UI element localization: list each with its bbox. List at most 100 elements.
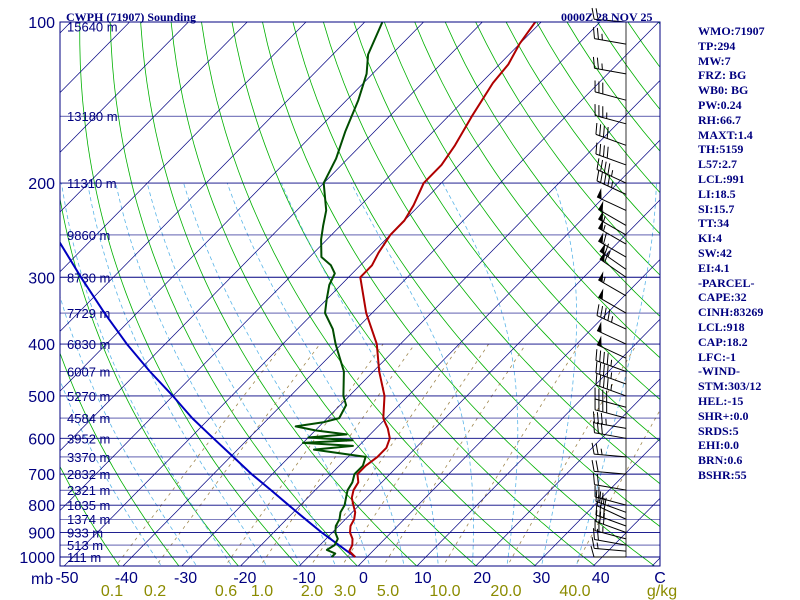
index-item: FRZ: BG [698,68,747,83]
mixing-ratio-tick-label: 0.1 [101,583,123,600]
moist-adiabat [350,182,474,566]
index-item: CINH:83269 [698,305,764,320]
mixing-ratio-tick-label: 1.0 [251,583,273,600]
height-label: 11310 m [67,176,117,191]
isotherm [60,22,542,512]
wind-barb [599,242,627,270]
isotherm [240,139,660,566]
moist-adiabat [60,379,162,566]
height-label: 513 m [67,538,103,553]
height-label: 111 m [67,550,101,565]
index-item: SRDS:5 [698,423,739,438]
pressure-tick-label: 200 [28,176,55,193]
mixing-ratio-line [442,343,580,566]
index-item: BRN:0.6 [698,453,743,468]
temperature-tick-label: -30 [174,570,197,587]
wind-barb [594,485,627,506]
wind-barb [596,304,627,330]
height-label: 2321 m [67,483,110,498]
index-item: CAPE:32 [698,290,747,305]
index-item: LFC:-1 [698,349,736,364]
wind-barb [598,232,627,258]
index-item: KI:4 [698,231,722,246]
moist-adiabat [60,295,198,566]
index-item: WMO:71907 [698,24,765,38]
index-item: RH:66.7 [698,112,741,127]
mixing-ratio-tick-label: 20.0 [490,583,521,600]
station-title: CWPH (71907) Sounding [66,10,196,24]
isotherm [60,22,189,153]
temperature-unit-label: C [654,570,666,587]
wind-barb [592,27,627,45]
wind-barb [591,442,627,458]
height-label: 6007 m [67,364,110,379]
index-item: WB0: BG [698,83,749,98]
height-label: 5270 m [67,389,110,404]
mixing-ratio-tick-label: 0.2 [144,583,166,600]
pressure-tick-label: 700 [28,467,55,484]
index-item: STM:303/12 [698,379,762,394]
height-label: 2832 m [67,467,110,482]
temperature-tick-label: -10 [293,570,316,587]
isotherm [60,22,424,392]
mixing-ratio-line [155,343,321,566]
dry-adiabat [60,465,120,566]
temperature-tick-label: -50 [55,570,78,587]
temperature-trace [348,22,537,558]
temperature-tick-label: 0 [359,570,368,587]
index-item: HEL:-15 [698,393,744,408]
isotherm [60,22,307,273]
index-item: MW:7 [698,53,731,68]
height-label: 3952 m [67,431,110,446]
wind-barbs [590,7,627,558]
mixing-ratio-tick-label: 2.0 [301,583,323,600]
wind-barb [594,398,627,419]
wind-barb [592,411,627,429]
wind-barb [592,421,627,439]
valid-time: 0000Z 28 NOV 25 [561,10,652,24]
wind-barb [596,335,627,359]
temperature-tick-label: -40 [115,570,138,587]
wind-barb [598,271,627,297]
wind-barb [595,510,627,533]
dry-adiabat [60,196,239,566]
plot-frame [59,21,661,567]
wind-barb [595,349,627,372]
index-item: TP:294 [698,38,736,53]
isotherm [122,22,660,566]
temperature-tick-label: 10 [414,570,432,587]
wind-barb [598,288,627,314]
isotherm [416,318,660,566]
pressure-tick-label: 300 [28,270,55,287]
isotherm [181,79,660,566]
wind-barb [595,361,627,385]
index-item: -PARCEL- [698,275,755,290]
index-item: CAP:18.2 [698,334,748,349]
dry-adiabat [383,22,660,400]
pressure-tick-label: 1000 [19,550,55,567]
dry-adiabat [201,22,537,566]
dry-adiabat [353,22,660,442]
index-item: SHR+:0.0 [698,408,749,423]
mixing-ratio-line [382,343,527,566]
height-label: 1835 m [67,498,110,513]
height-label: 1374 m [67,512,110,527]
mixing-ratio-tick-label: 3.0 [334,583,356,600]
index-item: L57:2.7 [698,157,737,172]
mixing-ratio-line [259,343,416,566]
height-label: 3370 m [67,450,110,465]
wind-barb [595,122,627,146]
index-item: SI:15.7 [698,201,735,216]
height-label: 933 m [67,526,103,541]
mixing-ratio-line [506,343,638,566]
height-label: 15640 m [67,20,118,35]
index-item: LCL:991 [698,171,745,186]
temperature-tick-label: 40 [592,570,610,587]
wind-barb [595,373,627,397]
height-label: 6830 m [67,337,110,352]
wind-barb [598,200,627,226]
dry-adiabat [60,565,61,566]
height-label: 7729 m [67,306,110,321]
dry-adiabat [170,22,477,566]
